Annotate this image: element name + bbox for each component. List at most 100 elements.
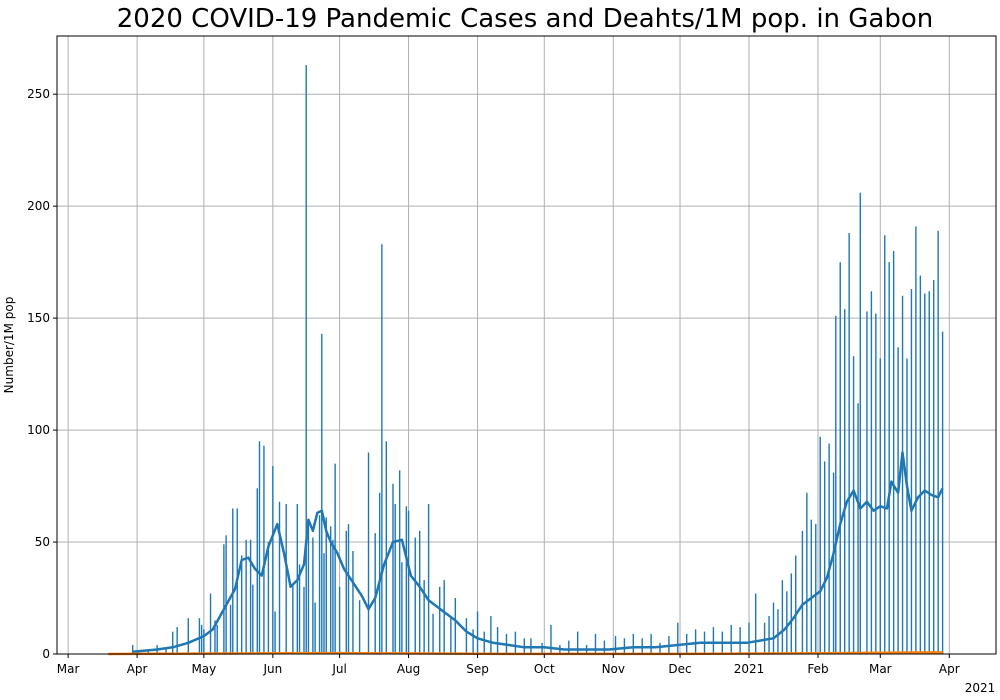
cases-bar [216, 624, 218, 654]
cases-bar [870, 291, 873, 654]
cases-bar [292, 584, 294, 654]
x-tick-label: May [191, 662, 216, 676]
cases-bar [312, 537, 314, 654]
cases-bar [263, 445, 265, 654]
cases-bar [367, 452, 370, 654]
cases-bar [859, 192, 861, 654]
cases-bar [307, 519, 310, 654]
cases-bar [848, 233, 850, 655]
cases-bar [198, 618, 201, 654]
cases-bar [801, 530, 804, 654]
y-tick-label: 100 [27, 423, 50, 437]
cases-bar [381, 244, 383, 654]
cases-bar [225, 535, 227, 654]
cases-bar [414, 537, 416, 654]
cases-bar [857, 403, 859, 654]
cases-bar [888, 262, 890, 654]
cases-bar [892, 250, 895, 654]
x-tick-label: Apr [127, 662, 148, 676]
cases-bar [209, 593, 212, 654]
cases-bar [748, 622, 750, 654]
x-tick-label: Aug [397, 662, 420, 676]
cases-bar [919, 275, 922, 654]
cases-bar [659, 642, 661, 654]
cases-bar [465, 618, 468, 654]
cases-bar [394, 503, 396, 654]
x-tick-label: Feb [807, 662, 828, 676]
cases-bar [229, 604, 232, 654]
cases-bar [329, 526, 332, 654]
cases-bar [443, 580, 445, 654]
cases-bar [232, 508, 234, 654]
cases-bar [932, 280, 935, 654]
cases-bar [875, 313, 877, 654]
cases-bar [450, 618, 452, 654]
cases-bar [274, 611, 276, 654]
cases-bar [338, 586, 341, 654]
cases-bar [650, 633, 652, 654]
cases-bar [786, 591, 788, 654]
x-tick-label: Sep [466, 662, 489, 676]
cases-bar [514, 631, 517, 654]
cases-bar [454, 598, 456, 654]
y-axis-label: Number/1M pop [2, 297, 16, 394]
cases-bar [347, 524, 350, 654]
cases-bar [472, 629, 474, 654]
y-axis: 0 50 100 150 200 250 [27, 87, 57, 661]
cases-bar [790, 573, 792, 654]
y-tick-label: 0 [42, 647, 50, 661]
cases-bar [432, 613, 434, 654]
x-tick-label: Mar [869, 662, 892, 676]
cases-bar [924, 293, 926, 654]
cases-bar [910, 289, 913, 654]
cases-bar [285, 503, 287, 654]
cases-bar [819, 436, 821, 654]
y-tick-label: 50 [35, 535, 50, 549]
cases-bar [240, 555, 243, 654]
cases-bar [249, 539, 252, 654]
cases-bar [345, 530, 347, 654]
cases-bar [901, 295, 904, 654]
cases-bar [568, 640, 570, 654]
cases-bar [398, 470, 401, 654]
y-tick-label: 150 [27, 311, 50, 325]
cases-bar [496, 627, 499, 654]
cases-bar [576, 631, 579, 654]
cases-bar [334, 463, 336, 654]
cases-bar [278, 501, 281, 654]
x-tick-label: Jul [331, 662, 346, 676]
cases-bar [418, 530, 421, 654]
cases-bar [407, 510, 410, 654]
cases-bar [937, 230, 939, 654]
cases-bar [200, 624, 203, 654]
cases-bar [754, 593, 757, 654]
cases-bar [884, 235, 886, 655]
cases-bar [594, 633, 597, 654]
cases-bar [828, 443, 830, 654]
cases-bar [147, 649, 149, 654]
cases-bar [245, 539, 247, 654]
cases-bar [550, 624, 552, 654]
cases-bar [835, 315, 837, 654]
x-tick-label: 2021 [734, 662, 765, 676]
cases-bar [298, 564, 301, 654]
cases-bar [214, 620, 216, 654]
cases-bar [427, 503, 430, 654]
cases-bar [823, 461, 826, 654]
x-tick-label: Dec [668, 662, 691, 676]
cases-bar [777, 609, 779, 654]
cases-bar [405, 506, 408, 654]
cases-bar [252, 584, 254, 654]
cases-bar [325, 517, 327, 654]
cases-bar [730, 624, 732, 654]
cases-bar [358, 600, 361, 654]
cases-bar [941, 331, 944, 654]
cases-bar [781, 580, 784, 654]
cases-bar [318, 515, 321, 654]
cases-bar [323, 553, 325, 654]
cases-bar [852, 356, 855, 654]
cases-bar [806, 492, 808, 654]
cases-bar [772, 602, 775, 654]
cases-bar [223, 544, 225, 654]
cases-bar [906, 358, 908, 654]
